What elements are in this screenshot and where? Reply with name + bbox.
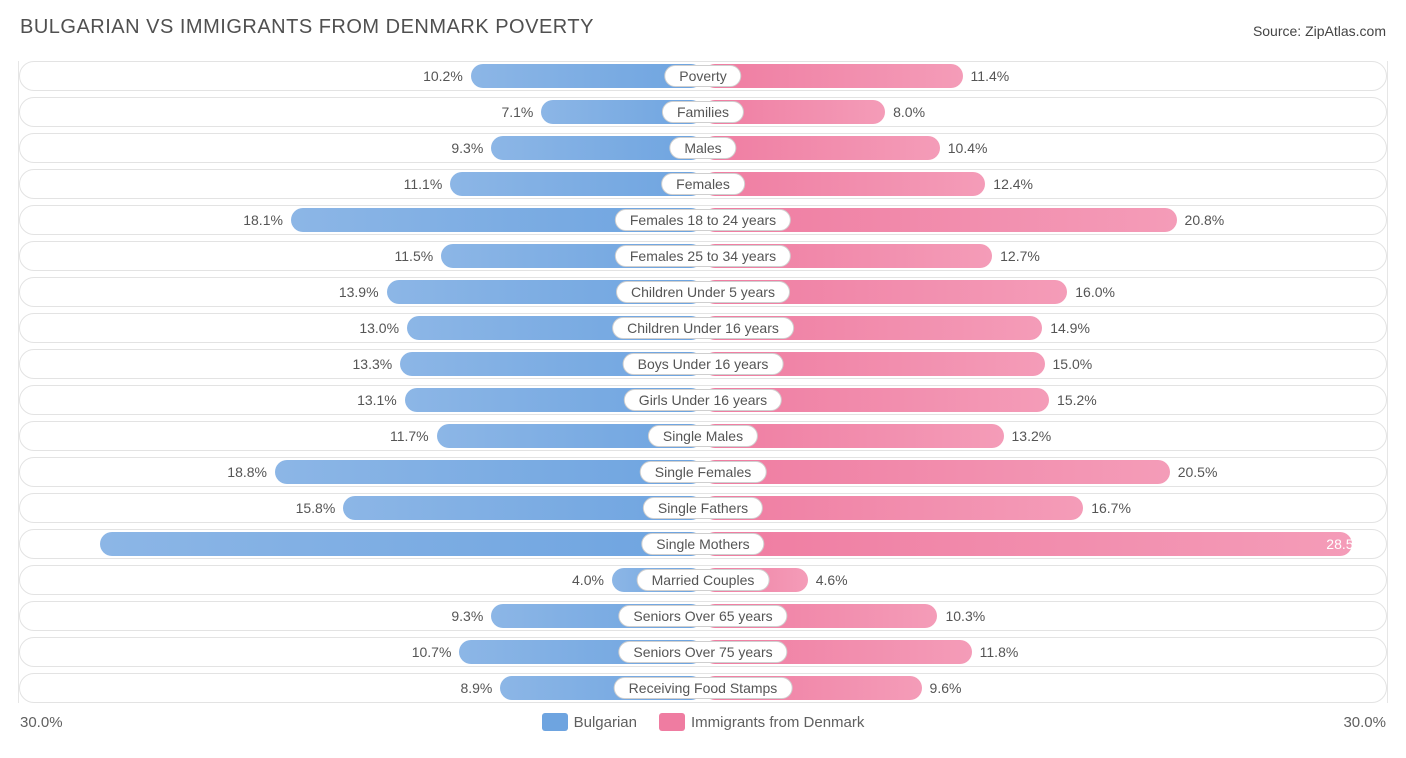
row-label: Poverty [664, 65, 741, 87]
value-right: 16.7% [1083, 500, 1131, 516]
row-label: Families [662, 101, 744, 123]
chart-row: 9.3% 10.3% Seniors Over 65 years [19, 601, 1387, 631]
value-right: 9.6% [922, 680, 962, 696]
bar-right [703, 136, 940, 160]
row-label: Children Under 16 years [612, 317, 794, 339]
row-label: Boys Under 16 years [623, 353, 784, 375]
value-left: 13.9% [339, 284, 387, 300]
legend-item-left: Bulgarian [542, 713, 637, 731]
legend-label-left: Bulgarian [574, 714, 637, 731]
value-left: 9.3% [451, 608, 491, 624]
legend-swatch-right [659, 713, 685, 731]
value-left: 4.0% [572, 572, 612, 588]
bar-right [703, 172, 985, 196]
value-right: 12.7% [992, 248, 1040, 264]
chart-row: 26.5% 28.5% Single Mothers [19, 529, 1387, 559]
value-right: 20.5% [1170, 464, 1218, 480]
row-label: Females 18 to 24 years [615, 209, 791, 231]
chart-row: 7.1% 8.0% Families [19, 97, 1387, 127]
row-label: Single Fathers [643, 497, 763, 519]
chart-row: 18.8% 20.5% Single Females [19, 457, 1387, 487]
value-left: 13.1% [357, 392, 405, 408]
row-label: Children Under 5 years [616, 281, 790, 303]
chart-row: 10.7% 11.8% Seniors Over 75 years [19, 637, 1387, 667]
source-line: Source: ZipAtlas.com [1253, 23, 1386, 39]
value-right: 10.3% [937, 608, 985, 624]
value-right: 16.0% [1067, 284, 1115, 300]
row-label: Females 25 to 34 years [615, 245, 791, 267]
bar-left [100, 532, 703, 556]
diverging-bar-chart: 10.2% 11.4% Poverty 7.1% 8.0% Families 9.3% 10.… [18, 61, 1388, 703]
row-label: Receiving Food Stamps [614, 677, 793, 699]
chart-row: 13.1% 15.2% Girls Under 16 years [19, 385, 1387, 415]
row-label: Married Couples [637, 569, 770, 591]
value-left: 10.7% [412, 644, 460, 660]
chart-row: 13.0% 14.9% Children Under 16 years [19, 313, 1387, 343]
value-right: 4.6% [808, 572, 848, 588]
value-right: 12.4% [985, 176, 1033, 192]
value-right: 14.9% [1042, 320, 1090, 336]
row-label: Males [669, 137, 736, 159]
axis-right-max: 30.0% [1343, 714, 1386, 731]
source-prefix: Source: [1253, 23, 1305, 39]
chart-row: 11.1% 12.4% Females [19, 169, 1387, 199]
value-left: 9.3% [451, 140, 491, 156]
chart-row: 9.3% 10.4% Males [19, 133, 1387, 163]
value-left: 11.1% [404, 176, 451, 192]
chart-title: BULGARIAN VS IMMIGRANTS FROM DENMARK POV… [20, 16, 594, 39]
value-left: 8.9% [460, 680, 500, 696]
value-right: 13.2% [1004, 428, 1052, 444]
row-label: Single Males [648, 425, 758, 447]
value-left: 18.1% [243, 212, 291, 228]
row-label: Single Mothers [641, 533, 764, 555]
value-right: 11.4% [963, 68, 1010, 84]
value-right: 11.8% [972, 644, 1019, 660]
value-left: 15.8% [296, 500, 344, 516]
value-right: 20.8% [1177, 212, 1225, 228]
legend-item-right: Immigrants from Denmark [659, 713, 864, 731]
value-left: 26.5% [40, 536, 80, 552]
row-label: Single Females [640, 461, 767, 483]
value-left: 7.1% [501, 104, 541, 120]
value-right: 15.0% [1045, 356, 1093, 372]
bar-right [703, 64, 963, 88]
header: BULGARIAN VS IMMIGRANTS FROM DENMARK POV… [18, 10, 1388, 39]
chart-row: 15.8% 16.7% Single Fathers [19, 493, 1387, 523]
chart-row: 4.0% 4.6% Married Couples [19, 565, 1387, 595]
legend: Bulgarian Immigrants from Denmark [542, 713, 865, 731]
row-label: Seniors Over 75 years [618, 641, 787, 663]
value-left: 13.0% [359, 320, 407, 336]
bar-right [703, 460, 1170, 484]
chart-row: 10.2% 11.4% Poverty [19, 61, 1387, 91]
source-name: ZipAtlas.com [1305, 23, 1386, 39]
value-left: 10.2% [423, 68, 471, 84]
axis-left-max: 30.0% [20, 714, 63, 731]
chart-row: 11.5% 12.7% Females 25 to 34 years [19, 241, 1387, 271]
chart-row: 13.3% 15.0% Boys Under 16 years [19, 349, 1387, 379]
value-right: 10.4% [940, 140, 988, 156]
row-label: Girls Under 16 years [624, 389, 782, 411]
value-right: 15.2% [1049, 392, 1097, 408]
value-right: 28.5% [1326, 536, 1366, 552]
chart-footer: 30.0% Bulgarian Immigrants from Denmark … [18, 709, 1388, 731]
value-left: 11.7% [390, 428, 437, 444]
chart-row: 18.1% 20.8% Females 18 to 24 years [19, 205, 1387, 235]
legend-swatch-left [542, 713, 568, 731]
value-right: 8.0% [885, 104, 925, 120]
value-left: 18.8% [227, 464, 275, 480]
value-left: 13.3% [353, 356, 401, 372]
chart-row: 11.7% 13.2% Single Males [19, 421, 1387, 451]
legend-label-right: Immigrants from Denmark [691, 714, 864, 731]
chart-row: 8.9% 9.6% Receiving Food Stamps [19, 673, 1387, 703]
row-label: Seniors Over 65 years [618, 605, 787, 627]
row-label: Females [661, 173, 745, 195]
value-left: 11.5% [395, 248, 442, 264]
bar-right [703, 532, 1352, 556]
chart-row: 13.9% 16.0% Children Under 5 years [19, 277, 1387, 307]
